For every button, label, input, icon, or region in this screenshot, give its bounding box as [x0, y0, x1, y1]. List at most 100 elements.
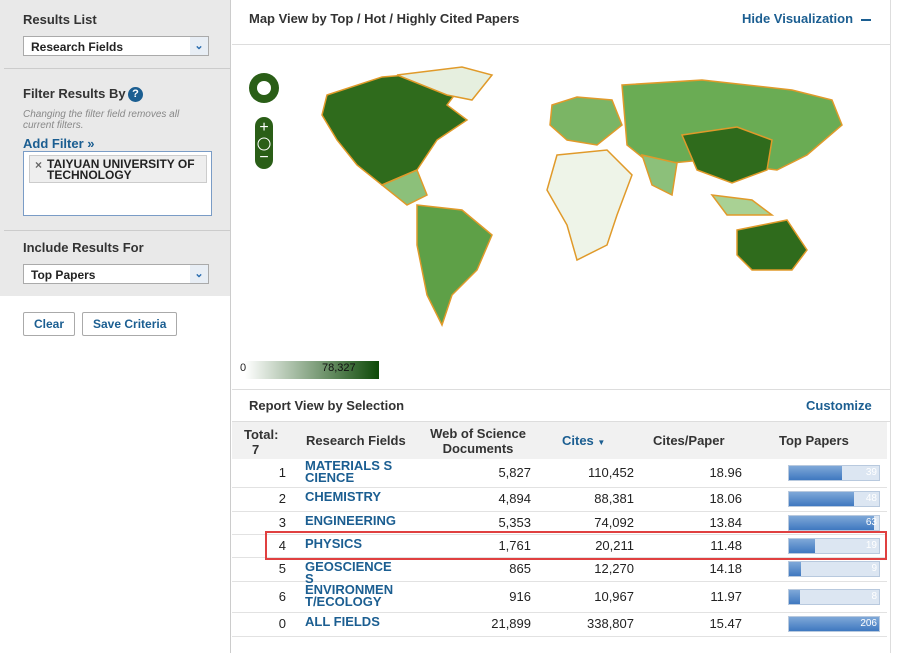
report-title: Report View by Selection: [249, 398, 405, 413]
cites-per-paper: 15.47: [709, 616, 742, 631]
top-papers-label: 9: [871, 563, 877, 574]
cites-per-paper: 13.84: [709, 514, 742, 530]
row-divider: [232, 581, 887, 582]
row-divider: [232, 612, 887, 613]
top-papers-bar: [789, 465, 842, 480]
top-papers-bar: [789, 492, 854, 506]
row-divider: [232, 534, 887, 535]
label: Filter Results By: [23, 86, 126, 101]
label: Results List: [23, 12, 97, 27]
separator: [232, 44, 890, 45]
legend-min: 0: [240, 362, 247, 374]
field-link[interactable]: ENVIRONMENT/ECOLOGY: [305, 581, 394, 609]
column-header[interactable]: Cites ▼: [562, 433, 606, 448]
rank: 5: [278, 561, 286, 576]
row-divider: [232, 511, 887, 512]
customize-link[interactable]: Customize: [806, 398, 872, 413]
total: 7: [252, 442, 260, 457]
documents: 865: [509, 561, 531, 576]
svg-text:−: −: [259, 149, 268, 166]
cites-per-paper: 11.97: [710, 588, 742, 604]
documents: 1,761: [498, 537, 531, 553]
rank: 2: [278, 491, 286, 506]
top-papers-cell: 39: [788, 464, 880, 481]
header-text: Cites: [562, 433, 594, 448]
rank: 6: [278, 588, 286, 604]
documents: 4,894: [498, 491, 531, 506]
top-papers-cell: 8: [788, 588, 880, 605]
top-papers-bar: [789, 617, 879, 631]
legend-gradient: [245, 361, 379, 379]
field-link[interactable]: PHYSICS: [305, 535, 363, 551]
cites-per-paper: 18.96: [709, 464, 742, 480]
field-link[interactable]: ENGINEERING: [305, 512, 397, 528]
label: Include Results For: [23, 240, 144, 255]
button[interactable]: Clear: [23, 312, 76, 336]
cites-per-paper: 14.18: [709, 561, 742, 576]
field-link[interactable]: CHEMISTRY: [305, 489, 382, 504]
field-link[interactable]: ALL FIELDS: [305, 614, 380, 629]
rank: 3: [278, 514, 286, 530]
cites-per-paper: 18.06: [709, 491, 742, 506]
cites: 74,092: [594, 514, 634, 530]
rank: 4: [278, 537, 286, 553]
report-table: Total: 7 Research Fields Web of Science …: [232, 422, 890, 642]
filter-box: × TAIYUAN UNIVERSITY OF TECHNOLOGY: [23, 151, 212, 216]
column-header: Research Fields: [306, 433, 406, 448]
cites: 10,967: [594, 588, 634, 604]
column-header: Top Papers: [779, 433, 849, 448]
dropdown-value: Research Fields: [31, 40, 124, 54]
help-icon[interactable]: ?: [128, 87, 143, 102]
documents: 916: [509, 588, 531, 604]
cites: 12,270: [594, 561, 634, 576]
top-papers-cell: 206: [788, 616, 880, 632]
top-papers-cell: 48: [788, 491, 880, 507]
documents: 21,899: [491, 616, 531, 631]
map-controls[interactable]: + −: [249, 73, 279, 169]
dropdown[interactable]: Research Fields ⌄: [23, 36, 209, 56]
button[interactable]: Save Criteria: [82, 312, 178, 336]
world-map: + −: [249, 66, 843, 327]
top-papers-label: 48: [865, 493, 877, 504]
top-papers-cell: 9: [788, 561, 880, 577]
top-papers-bar: [789, 538, 815, 553]
dropdown-value: Top Papers: [31, 268, 96, 282]
row-divider: [232, 636, 887, 637]
field-link[interactable]: MATERIALS SCIENCE: [305, 457, 393, 485]
add-filter-link[interactable]: Add Filter »: [23, 136, 95, 151]
filter-tag-text: TAIYUAN UNIVERSITY OF TECHNOLOGY: [47, 157, 195, 182]
cites: 20,211: [595, 537, 634, 553]
map-title: Map View by Top / Hot / Highly Cited Pap…: [249, 11, 520, 26]
cites: 88,381: [594, 491, 634, 506]
separator: [4, 230, 230, 231]
filter-tag[interactable]: × TAIYUAN UNIVERSITY OF TECHNOLOGY: [29, 155, 207, 183]
top-papers-label: 63: [865, 516, 877, 528]
hide-link[interactable]: Hide Visualization: [742, 11, 871, 26]
svg-text:+: +: [259, 119, 268, 136]
hide-text: Hide Visualization: [742, 11, 854, 26]
top-papers-label: 8: [871, 590, 877, 602]
top-papers-label: 19: [865, 539, 877, 551]
cites: 110,452: [587, 464, 634, 480]
cites-per-paper: 11.48: [710, 537, 742, 553]
top-papers-bar: [789, 562, 802, 576]
separator: [232, 389, 890, 390]
cites: 338,807: [587, 616, 634, 631]
row-divider: [232, 487, 887, 488]
top-papers-bar: [789, 589, 800, 604]
legend-max: 78,327: [322, 362, 356, 374]
top-papers-cell: 19: [788, 537, 880, 554]
highlight-box: [265, 531, 887, 560]
top-papers-label: 39: [865, 466, 877, 478]
rank: 0: [278, 616, 286, 631]
top-papers-bar: [789, 515, 875, 530]
documents: 5,827: [498, 464, 531, 480]
field-link[interactable]: GEOSCIENCES: [305, 559, 392, 586]
main: Map View by Top / Hot / Highly Cited Pap…: [232, 0, 891, 653]
dropdown[interactable]: Top Papers ⌄: [23, 264, 209, 284]
sidebar: Results List Research Fields ⌄ Filter Res…: [0, 0, 231, 653]
top-papers-label: 206: [860, 618, 877, 629]
column-header: Web of Science Documents: [430, 426, 526, 456]
column-header: Cites/Paper: [653, 433, 725, 448]
